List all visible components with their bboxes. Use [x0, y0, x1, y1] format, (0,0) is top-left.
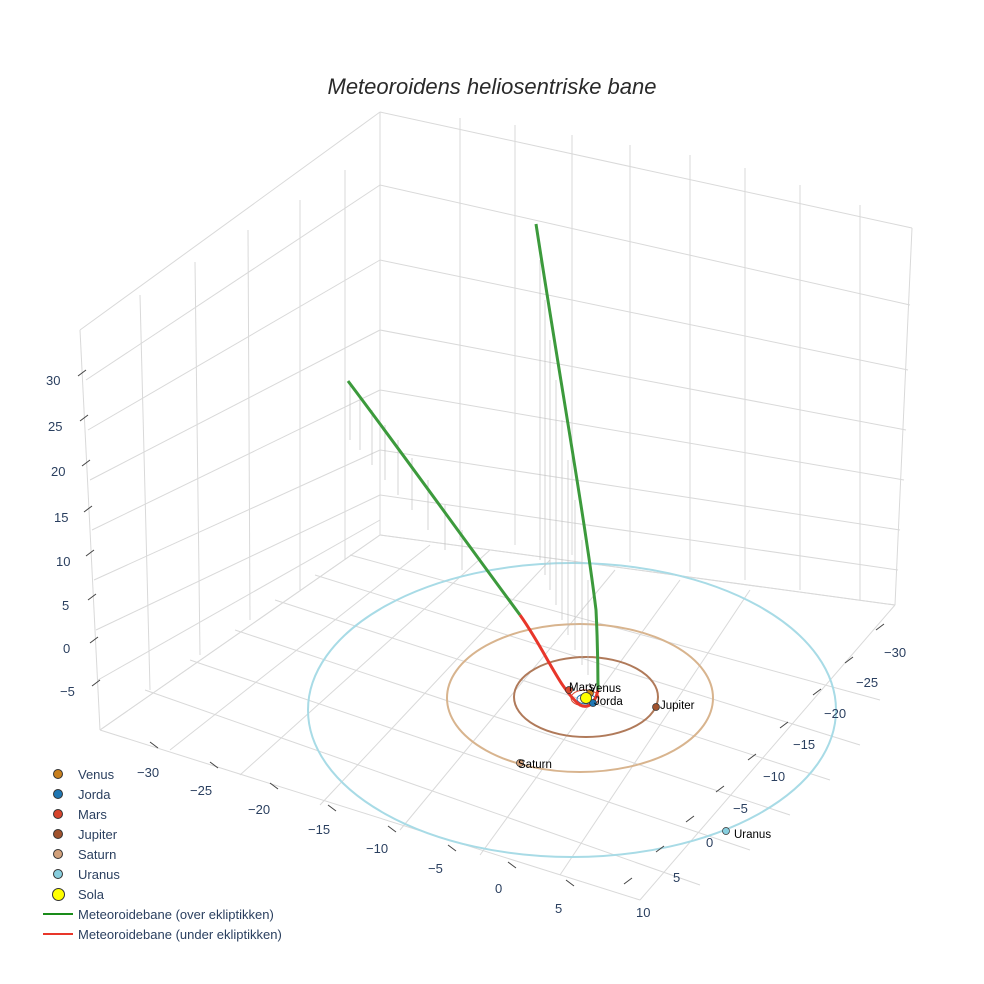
legend: Venus Jorda Mars Jupiter Saturn Uranus S… — [38, 764, 282, 944]
uranus-legend-icon — [53, 869, 63, 879]
legend-item-uranus[interactable]: Uranus — [38, 864, 282, 884]
red-line-icon — [43, 933, 73, 935]
jorda-legend-icon — [53, 789, 63, 799]
svg-text:−20: −20 — [824, 706, 846, 721]
sun-legend-icon — [51, 887, 65, 901]
svg-text:25: 25 — [48, 419, 62, 434]
uranus-label: Uranus — [734, 829, 771, 841]
legend-item-saturn[interactable]: Saturn — [38, 844, 282, 864]
drop-lines — [349, 260, 589, 675]
mars-marker[interactable] — [565, 686, 573, 694]
legend-item-sola[interactable]: Sola — [38, 884, 282, 904]
svg-text:−30: −30 — [137, 765, 159, 780]
svg-text:0: 0 — [706, 835, 713, 850]
mars-legend-icon — [53, 809, 63, 819]
legend-item-jorda[interactable]: Jorda — [38, 784, 282, 804]
svg-text:−10: −10 — [763, 769, 785, 784]
svg-text:30: 30 — [46, 373, 60, 388]
svg-text:5: 5 — [555, 901, 562, 916]
svg-text:−30: −30 — [884, 645, 906, 660]
earth-marker[interactable] — [589, 699, 597, 707]
legend-item-path-below[interactable]: Meteoroidebane (under ekliptikken) — [38, 924, 282, 944]
venus-label: Venus — [589, 683, 621, 695]
meteoroid-path-above — [346, 380, 522, 616]
earth-label: Jorda — [594, 696, 623, 708]
svg-text:−25: −25 — [190, 783, 212, 798]
svg-text:−5: −5 — [428, 861, 443, 876]
svg-text:15: 15 — [54, 510, 68, 525]
jupiter-label: Jupiter — [660, 700, 695, 712]
svg-text:0: 0 — [63, 641, 70, 656]
svg-text:10: 10 — [56, 554, 70, 569]
chart-title: Meteoroidens heliosentriske bane — [327, 74, 657, 99]
legend-item-venus[interactable]: Venus — [38, 764, 282, 784]
x-axis-ticks: −30 −25 −20 −15 −10 −5 0 5 — [137, 741, 575, 916]
saturn-orbit — [446, 623, 714, 773]
jupiter-legend-icon — [53, 829, 63, 839]
venus-legend-icon — [53, 769, 63, 779]
saturn-legend-icon — [53, 849, 63, 859]
meteoroid-path-above-2 — [534, 223, 600, 691]
svg-text:−10: −10 — [366, 841, 388, 856]
legend-item-mars[interactable]: Mars — [38, 804, 282, 824]
jupiter-orbit — [513, 656, 659, 738]
mars-label: Mars — [569, 682, 595, 694]
svg-text:10: 10 — [636, 905, 650, 920]
saturn-label: Saturn — [518, 759, 552, 771]
svg-text:−15: −15 — [308, 822, 330, 837]
grid-lines — [79, 111, 913, 901]
jupiter-marker[interactable] — [652, 703, 660, 711]
uranus-marker[interactable] — [722, 827, 730, 835]
svg-text:−15: −15 — [793, 737, 815, 752]
legend-item-jupiter[interactable]: Jupiter — [38, 824, 282, 844]
svg-text:20: 20 — [51, 464, 65, 479]
svg-text:5: 5 — [673, 870, 680, 885]
z-axis-ticks: 30 25 20 15 10 5 0 −5 — [46, 369, 101, 699]
y-axis-ticks: −30 −25 −20 −15 −10 −5 0 5 10 — [623, 623, 906, 920]
svg-text:−5: −5 — [733, 801, 748, 816]
saturn-marker[interactable] — [516, 759, 524, 767]
svg-text:−5: −5 — [60, 684, 75, 699]
svg-text:5: 5 — [62, 598, 69, 613]
sun-marker[interactable] — [580, 692, 592, 704]
green-line-icon — [43, 913, 73, 915]
legend-item-path-above[interactable]: Meteoroidebane (over ekliptikken) — [38, 904, 282, 924]
svg-text:−25: −25 — [856, 675, 878, 690]
svg-text:0: 0 — [495, 881, 502, 896]
svg-text:−20: −20 — [248, 802, 270, 817]
uranus-orbit — [307, 562, 837, 858]
